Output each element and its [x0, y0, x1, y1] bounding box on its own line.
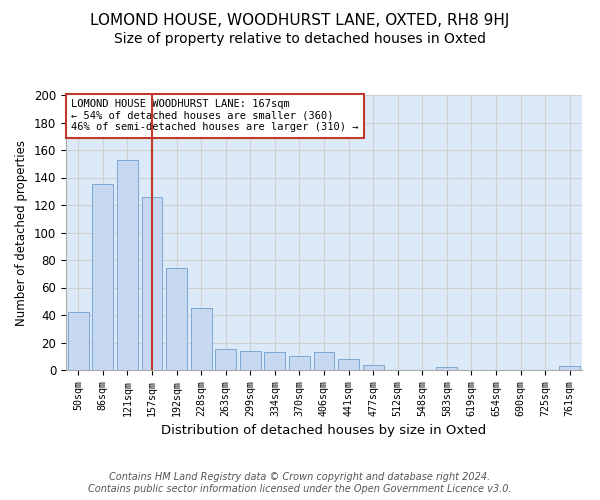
Bar: [362, 364, 383, 370]
Bar: [436, 367, 457, 370]
Bar: [559, 366, 580, 370]
Y-axis label: Number of detached properties: Number of detached properties: [16, 140, 28, 326]
Text: Contains HM Land Registry data © Crown copyright and database right 2024.
Contai: Contains HM Land Registry data © Crown c…: [88, 472, 512, 494]
Bar: [191, 308, 212, 370]
Bar: [289, 356, 310, 370]
Bar: [142, 196, 163, 370]
Bar: [265, 352, 286, 370]
Bar: [240, 351, 261, 370]
Text: LOMOND HOUSE WOODHURST LANE: 167sqm
← 54% of detached houses are smaller (360)
4: LOMOND HOUSE WOODHURST LANE: 167sqm ← 54…: [71, 99, 359, 132]
Bar: [338, 359, 359, 370]
Text: LOMOND HOUSE, WOODHURST LANE, OXTED, RH8 9HJ: LOMOND HOUSE, WOODHURST LANE, OXTED, RH8…: [91, 12, 509, 28]
Text: Size of property relative to detached houses in Oxted: Size of property relative to detached ho…: [114, 32, 486, 46]
Bar: [117, 160, 138, 370]
Bar: [314, 352, 334, 370]
Bar: [166, 268, 187, 370]
Bar: [92, 184, 113, 370]
Bar: [68, 312, 89, 370]
X-axis label: Distribution of detached houses by size in Oxted: Distribution of detached houses by size …: [161, 424, 487, 437]
Bar: [215, 350, 236, 370]
